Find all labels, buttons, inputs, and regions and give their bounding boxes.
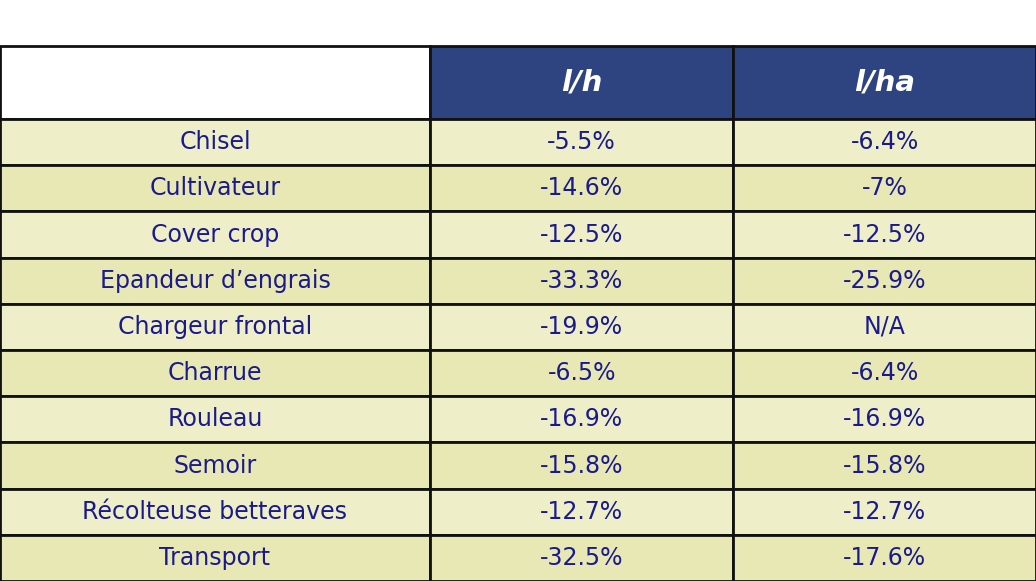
- Text: -7%: -7%: [862, 177, 908, 200]
- Text: l/ha: l/ha: [855, 69, 915, 97]
- Text: -6.5%: -6.5%: [547, 361, 616, 385]
- Bar: [430, 304, 733, 350]
- Text: -5.5%: -5.5%: [547, 130, 616, 154]
- Text: -25.9%: -25.9%: [843, 269, 926, 293]
- Text: Charrue: Charrue: [168, 361, 262, 385]
- Text: -15.8%: -15.8%: [843, 454, 926, 478]
- Bar: [430, 489, 733, 535]
- Text: -19.9%: -19.9%: [540, 315, 624, 339]
- Text: -16.9%: -16.9%: [540, 407, 624, 431]
- Text: Epandeur d’engrais: Epandeur d’engrais: [99, 269, 330, 293]
- Bar: [733, 443, 1036, 489]
- Bar: [0, 258, 430, 304]
- Bar: [733, 396, 1036, 443]
- Bar: [430, 258, 733, 304]
- Text: Chisel: Chisel: [179, 130, 251, 154]
- Text: Chargeur frontal: Chargeur frontal: [118, 315, 312, 339]
- Bar: [0, 211, 430, 258]
- Text: N/A: N/A: [864, 315, 905, 339]
- Text: -6.4%: -6.4%: [851, 361, 919, 385]
- Bar: [430, 443, 733, 489]
- Bar: [430, 535, 733, 581]
- Bar: [0, 535, 430, 581]
- Text: -6.4%: -6.4%: [851, 130, 919, 154]
- Text: -32.5%: -32.5%: [540, 546, 624, 570]
- Bar: [733, 46, 1036, 119]
- Text: -12.7%: -12.7%: [540, 500, 624, 523]
- Text: Semoir: Semoir: [173, 454, 257, 478]
- Bar: [430, 46, 733, 119]
- Bar: [733, 258, 1036, 304]
- Bar: [733, 304, 1036, 350]
- Bar: [430, 165, 733, 211]
- Bar: [430, 211, 733, 258]
- Text: Cultivateur: Cultivateur: [149, 177, 281, 200]
- Text: -12.5%: -12.5%: [843, 223, 926, 246]
- Text: Transport: Transport: [160, 546, 270, 570]
- Bar: [0, 304, 430, 350]
- Bar: [0, 119, 430, 165]
- Text: -14.6%: -14.6%: [540, 177, 624, 200]
- Text: -17.6%: -17.6%: [843, 546, 926, 570]
- Text: -16.9%: -16.9%: [843, 407, 926, 431]
- Bar: [0, 46, 430, 119]
- Bar: [733, 350, 1036, 396]
- Text: l/h: l/h: [562, 69, 602, 97]
- Text: -12.5%: -12.5%: [540, 223, 624, 246]
- Text: -33.3%: -33.3%: [540, 269, 624, 293]
- Bar: [733, 489, 1036, 535]
- Text: Récolteuse betteraves: Récolteuse betteraves: [83, 500, 347, 523]
- Text: Rouleau: Rouleau: [167, 407, 263, 431]
- Bar: [0, 350, 430, 396]
- Bar: [733, 165, 1036, 211]
- Bar: [0, 396, 430, 443]
- Bar: [0, 489, 430, 535]
- Bar: [430, 396, 733, 443]
- Text: Cover crop: Cover crop: [151, 223, 279, 246]
- Bar: [733, 119, 1036, 165]
- Bar: [733, 211, 1036, 258]
- Bar: [430, 350, 733, 396]
- Bar: [430, 119, 733, 165]
- Text: -12.7%: -12.7%: [843, 500, 926, 523]
- Text: -15.8%: -15.8%: [540, 454, 624, 478]
- Bar: [733, 535, 1036, 581]
- Bar: [0, 443, 430, 489]
- Bar: [0, 165, 430, 211]
